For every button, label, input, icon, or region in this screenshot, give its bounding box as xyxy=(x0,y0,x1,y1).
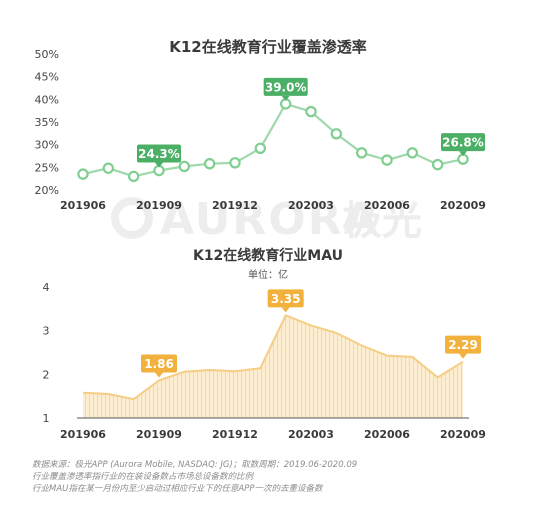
data-callout: 3.35 xyxy=(267,289,304,313)
data-callout: 2.29 xyxy=(445,335,481,359)
y-tick-label: 2 xyxy=(43,368,50,381)
y-tick-label: 20% xyxy=(35,184,59,197)
watermark-brand: AURORA xyxy=(160,194,380,245)
y-tick-label: 30% xyxy=(35,139,59,152)
data-callout: 26.8% xyxy=(441,133,485,157)
series-line xyxy=(82,314,464,401)
callout-box xyxy=(137,144,181,163)
callout-label: 24.3% xyxy=(138,147,180,161)
data-point xyxy=(102,162,115,174)
data-point xyxy=(77,168,89,180)
chart-2-subtitle: 单位：亿 xyxy=(248,268,288,281)
data-point xyxy=(305,105,317,118)
x-tick-label: 202009 xyxy=(440,199,486,212)
footnote-mau-definition: 行业MAU指在某一月份内至少启动过相应行业下的任意APP一次的去重设备数 xyxy=(32,484,323,494)
callout-pointer xyxy=(155,372,163,378)
callout-pointer xyxy=(459,151,467,157)
x-tick-label: 201909 xyxy=(136,199,182,212)
callout-label: 1.86 xyxy=(144,357,174,371)
x-tick-label: 202009 xyxy=(440,428,486,441)
data-point xyxy=(381,154,393,166)
y-tick-label: 40% xyxy=(35,93,59,106)
x-tick-label: 201909 xyxy=(136,428,182,441)
x-tick-label: 201912 xyxy=(212,428,258,441)
data-point xyxy=(355,147,368,159)
chart-2-title: K12在线教育行业MAU xyxy=(193,247,343,264)
chart-canvas: AURORA 极光 K12在线教育行业覆盖渗透率 20% 25% 30% 35% 40%… xyxy=(35,38,486,441)
data-point xyxy=(229,157,241,169)
data-point xyxy=(127,170,140,183)
chart-1-y-axis: 20% 25% 30% 35% 40% 45% 50% xyxy=(35,48,59,197)
chart-2-x-axis: 201906 201909 201912 202003 202006 202009 xyxy=(60,428,486,441)
y-tick-label: 1 xyxy=(43,412,50,425)
callout-box xyxy=(441,133,485,152)
y-tick-label: 45% xyxy=(35,71,59,84)
penetration-chart: K12在线教育行业覆盖渗透率 20% 25% 30% 35% 40% 45% 50% 201… xyxy=(35,38,486,212)
data-callout: 24.3% xyxy=(137,144,181,168)
footnote-source: 数据来源：极光APP (Aurora Mobile, NASDAQ: JG)；取… xyxy=(32,460,358,470)
callout-label: 3.35 xyxy=(271,292,301,306)
callout-pointer xyxy=(281,95,290,101)
callout-pointer xyxy=(459,353,467,359)
chart-1-x-axis: 201906 201909 201912 202003 202006 202009 xyxy=(60,199,486,212)
callout-pointer xyxy=(155,162,163,168)
data-callout: 39.0% xyxy=(263,77,308,101)
y-tick-label: 25% xyxy=(35,161,59,174)
footnote-penetration-definition: 行业覆盖渗透率指行业的在装设备数占市场总设备数的比例 xyxy=(32,472,254,482)
callout-label: 2.29 xyxy=(448,338,478,352)
data-point xyxy=(178,160,191,173)
callout-pointer xyxy=(281,307,290,313)
x-tick-label: 201912 xyxy=(212,199,258,212)
callout-box xyxy=(267,289,304,308)
watermark: AURORA 极光 xyxy=(111,194,422,245)
chart-1-plot: 24.3% 39.0% 26.8% xyxy=(77,77,485,183)
series-line xyxy=(82,102,464,178)
y-tick-label: 3 xyxy=(43,325,50,338)
callout-label: 26.8% xyxy=(442,136,484,150)
watermark-cn: 极光 xyxy=(342,198,422,244)
chart-2-y-axis: 1 2 3 4 xyxy=(43,281,50,425)
y-tick-label: 35% xyxy=(35,116,59,129)
data-point xyxy=(203,158,216,170)
x-tick-label: 201906 xyxy=(60,428,106,441)
callout-box xyxy=(445,335,481,354)
callout-label: 39.0% xyxy=(265,80,307,94)
y-tick-label: 50% xyxy=(35,48,59,61)
data-point xyxy=(254,142,267,154)
y-tick-label: 4 xyxy=(43,281,50,294)
data-point xyxy=(431,158,444,171)
x-tick-label: 202006 xyxy=(364,199,410,212)
x-tick-label: 202003 xyxy=(288,199,334,212)
area-fill xyxy=(83,315,463,418)
chart-2-plot: 1.86 3.35 2.29 xyxy=(77,289,481,419)
x-tick-label: 201906 xyxy=(60,199,106,212)
mau-chart: K12在线教育行业MAU 单位：亿 1 2 3 4 201906 201909 20191… xyxy=(43,247,486,441)
x-tick-label: 202006 xyxy=(364,428,410,441)
callout-box xyxy=(263,77,308,96)
data-point xyxy=(406,147,419,159)
x-tick-label: 202003 xyxy=(288,428,334,441)
data-point xyxy=(330,128,343,140)
data-callout: 1.86 xyxy=(141,354,177,378)
chart-1-title: K12在线教育行业覆盖渗透率 xyxy=(169,38,367,56)
callout-box xyxy=(141,354,177,373)
